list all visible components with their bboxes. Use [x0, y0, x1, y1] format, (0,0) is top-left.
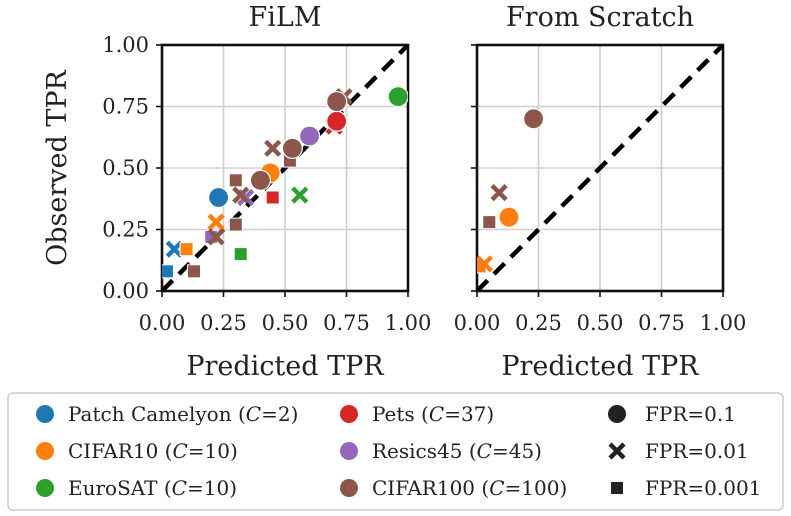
x-tick-label: 0.75 [638, 311, 685, 335]
point-cifar100-cross [264, 139, 282, 157]
data-points [162, 45, 408, 291]
y-axis-label: Observed TPR [42, 69, 73, 265]
point-eurosat-cross [291, 186, 309, 204]
point-patch-square [162, 264, 174, 279]
panel-title: FiLM [249, 2, 322, 33]
point-eurosat-circle [387, 86, 408, 108]
legend-label-fpr-0001: FPR=0.001 [645, 476, 761, 500]
point-patch-circle [207, 186, 230, 209]
legend-marker-cifar10 [36, 442, 54, 460]
point-pets-square [265, 190, 280, 205]
point-cifar100-cross [490, 184, 508, 202]
legend-marker-pets [340, 405, 358, 423]
x-tick-label: 0.75 [323, 311, 370, 335]
legend-marker-patch [36, 405, 54, 423]
y-tick-label: 0.25 [102, 218, 149, 242]
diagonal-line [162, 45, 408, 291]
point-cifar10-cross [207, 213, 225, 231]
legend: Patch Camelyon (C=2) CIFAR10 (C=10) Euro… [7, 392, 784, 511]
point-resics-circle [299, 125, 321, 147]
x-tick-label: 1.00 [385, 311, 432, 335]
point-cifar100-circle [249, 169, 271, 191]
legend-label-pets: Pets (C=37) [372, 402, 494, 426]
point-patch-cross [165, 240, 183, 258]
legend-label-eurosat: EuroSAT (C=10) [68, 476, 237, 500]
legend-shape-cross-icon [608, 442, 626, 460]
x-axis-label: Predicted TPR [501, 351, 699, 382]
legend-label-fpr-01: FPR=0.1 [645, 402, 736, 426]
legend-marker-cifar100 [340, 479, 358, 497]
legend-marker-resics [340, 442, 358, 460]
legend-frame [7, 392, 784, 511]
legend-label-cifar10: CIFAR10 (C=10) [68, 439, 238, 463]
point-cifar100-square [186, 264, 201, 279]
y-tick-label: 0.00 [102, 279, 149, 303]
point-cifar100-square [482, 215, 497, 230]
x-axis-label: Predicted TPR [186, 351, 384, 382]
point-cifar100-circle [326, 90, 348, 113]
y-tick-label: 0.50 [102, 156, 149, 180]
point-cifar100-circle [281, 137, 303, 159]
y-tick-label: 1.00 [102, 33, 149, 57]
point-cifar100-square [228, 217, 243, 232]
x-tick-label: 0.50 [577, 311, 624, 335]
panel-2: 0.00 0.25 0.50 0.75 1.00 From Scratch Predicte… [454, 2, 747, 382]
panel-1: 0.00 0.00 0.25 0.25 0.50 0.50 0.75 0.75 1.00 1.00… [42, 2, 431, 382]
y-tick-label: 0.75 [102, 95, 149, 119]
point-cifar100-cross [232, 186, 250, 204]
legend-label-resics: Resics45 (C=45) [372, 439, 542, 463]
legend-shape-circle-icon [608, 405, 626, 423]
x-tick-label: 0.50 [262, 311, 309, 335]
point-cifar10-cross [477, 255, 493, 273]
chart-panels: 0.00 0.00 0.25 0.25 0.50 0.50 0.75 0.75 1.00 1.00… [42, 2, 746, 382]
x-tick-label: 0.00 [139, 311, 186, 335]
x-tick-label: 0.25 [200, 311, 247, 335]
point-cifar10-circle [498, 206, 520, 228]
diagonal-line [477, 45, 723, 291]
panel-title: From Scratch [506, 2, 694, 33]
point-eurosat-square [233, 247, 248, 262]
data-points [477, 45, 723, 291]
x-tick-label: 1.00 [700, 311, 747, 335]
legend-label-fpr-001: FPR=0.01 [645, 439, 749, 463]
x-tick-label: 0.00 [454, 311, 501, 335]
x-tick-label: 0.25 [515, 311, 562, 335]
legend-marker-eurosat [36, 479, 54, 497]
point-cifar100-cross [207, 228, 225, 246]
point-cifar10-square [179, 242, 194, 257]
point-pets-circle [326, 110, 348, 132]
point-cifar100-square [228, 173, 243, 188]
legend-label-cifar100: CIFAR100 (C=100) [372, 476, 567, 500]
legend-label-patch: Patch Camelyon (C=2) [68, 402, 298, 426]
point-cifar100-circle [522, 108, 545, 130]
legend-shape-square-icon [611, 482, 623, 494]
